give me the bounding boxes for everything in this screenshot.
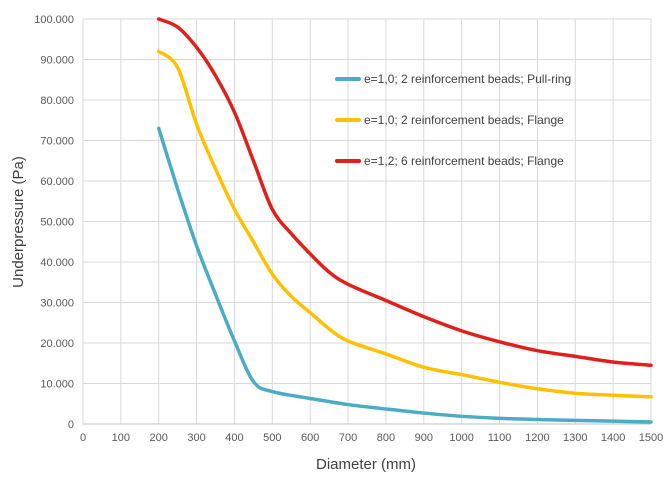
x-tick-label: 800 [377, 432, 395, 444]
x-axis-title: Diameter (mm) [316, 456, 416, 473]
series-line-3 [156, 17, 653, 368]
x-tick-label: 1300 [563, 432, 587, 444]
legend-label: e=1,0; 2 reinforcement beads; Flange [364, 113, 564, 127]
x-tick-label: 0 [80, 432, 86, 444]
y-tick-label: 0 [68, 419, 74, 431]
series-line-1 [156, 126, 653, 424]
y-tick-label: 50.000 [40, 217, 74, 229]
series-line-2 [156, 49, 653, 399]
x-tick-label: 1100 [488, 432, 512, 444]
tick-labels: 0 100 200 300 400 500 600 700 800 900 1000 1100 1200… [34, 14, 663, 444]
legend-label: e=1,0; 2 reinforcement beads; Pull-ring [364, 72, 571, 86]
x-tick-label: 500 [263, 432, 281, 444]
legend-item-2: e=1,0; 2 reinforcement beads; Flange [335, 113, 564, 127]
y-tick-label: 100.000 [34, 14, 74, 26]
x-tick-label: 200 [150, 432, 168, 444]
x-tick-label: 400 [225, 432, 243, 444]
legend: e=1,0; 2 reinforcement beads; Pull-ring e… [335, 72, 571, 168]
y-tick-label: 90.000 [40, 55, 74, 67]
y-tick-label: 20.000 [40, 338, 74, 350]
x-tick-label: 600 [301, 432, 319, 444]
x-tick-label: 1400 [601, 432, 625, 444]
axes [82, 19, 651, 425]
series-lines [156, 17, 653, 424]
y-tick-label: 40.000 [40, 257, 74, 269]
legend-item-3: e=1,2; 6 reinforcement beads; Flange [335, 154, 564, 168]
y-tick-label: 80.000 [40, 95, 74, 107]
y-tick-label: 60.000 [40, 176, 74, 188]
x-tick-label: 700 [339, 432, 357, 444]
x-tick-label: 900 [415, 432, 433, 444]
x-tick-label: 1500 [639, 432, 663, 444]
x-tick-label: 300 [187, 432, 205, 444]
legend-label: e=1,2; 6 reinforcement beads; Flange [364, 154, 564, 168]
legend-item-1: e=1,0; 2 reinforcement beads; Pull-ring [335, 72, 571, 86]
y-tick-label: 70.000 [40, 136, 74, 148]
x-tick-label: 1000 [449, 432, 473, 444]
x-tick-label: 1200 [525, 432, 549, 444]
y-tick-label: 30.000 [40, 298, 74, 310]
y-axis-title: Underpressure (Pa) [10, 156, 27, 288]
y-tick-label: 10.000 [40, 379, 74, 391]
x-tick-label: 100 [112, 432, 130, 444]
